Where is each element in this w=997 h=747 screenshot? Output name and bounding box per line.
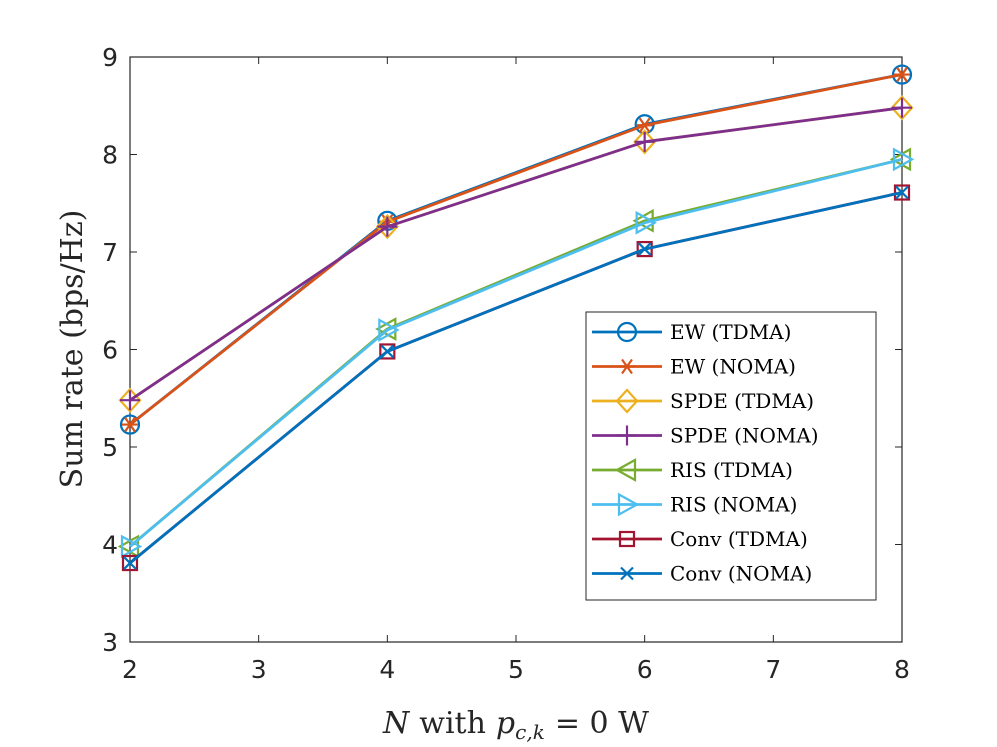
y-tick-label: 7 <box>102 238 118 267</box>
data-point-marker <box>120 534 143 559</box>
y-tick-label: 3 <box>102 628 118 657</box>
legend-swatch-marker <box>620 566 634 581</box>
data-point-marker <box>891 64 913 85</box>
data-point-marker <box>634 131 655 152</box>
data-point-marker <box>892 147 915 172</box>
legend-entry: SPDE (NOMA) <box>592 424 819 448</box>
series-group <box>117 64 915 572</box>
data-point-marker <box>380 344 395 359</box>
legend-label: RIS (NOMA) <box>670 493 797 517</box>
series-line <box>129 191 903 565</box>
legend-swatch-marker <box>618 530 636 548</box>
legend-entry: SPDE (TDMA) <box>592 388 814 414</box>
x-tick-label: 6 <box>637 655 653 684</box>
data-point-marker <box>894 66 910 83</box>
data-point-marker <box>119 414 141 435</box>
data-point-marker <box>121 554 139 572</box>
y-axis-label: Sum rate (bps/Hz) <box>55 210 90 489</box>
data-point-marker <box>633 129 657 155</box>
legend-swatch-marker <box>614 458 637 482</box>
legend-entry: RIS (NOMA) <box>592 493 797 517</box>
legend-swatch-marker <box>616 321 638 343</box>
data-point-marker <box>377 216 398 237</box>
x-tick-label: 8 <box>894 655 910 684</box>
legend: EW (TDMA) EW (NOMA) SPDE (TDMA) SPDE (NOMA)… <box>585 311 877 601</box>
data-point-marker <box>890 95 914 121</box>
data-point-marker <box>375 214 399 240</box>
data-point-marker <box>636 117 653 133</box>
x-tick-label: 3 <box>251 655 267 684</box>
series-4 <box>120 97 912 411</box>
data-point-marker <box>637 242 652 256</box>
legend-label: RIS (TDMA) <box>670 458 793 482</box>
x-tick-label: 7 <box>765 655 781 684</box>
data-point-marker <box>379 343 396 360</box>
y-tick-label: 9 <box>102 43 118 72</box>
data-point-marker <box>895 185 909 200</box>
y-tick-label: 4 <box>102 531 118 560</box>
legend-swatch-marker <box>617 492 640 517</box>
y-tick-label: 5 <box>102 433 118 462</box>
series-line <box>129 158 903 548</box>
series-6 <box>120 147 915 559</box>
x-tick-label: 4 <box>379 655 395 684</box>
data-point-marker <box>123 556 137 570</box>
data-point-marker <box>120 390 140 411</box>
legend-label: Conv (NOMA) <box>670 562 812 586</box>
legend-swatch-marker <box>615 388 639 414</box>
y-axis-ticks: 3 4 5 6 7 8 9 <box>102 43 902 657</box>
legend-label: EW (NOMA) <box>670 355 796 379</box>
y-tick-label: 6 <box>102 336 118 365</box>
data-point-marker <box>378 318 400 342</box>
series-line <box>129 106 903 402</box>
x-tick-label: 2 <box>122 655 138 684</box>
legend-label: Conv (TDMA) <box>670 527 808 551</box>
legend-label: EW (TDMA) <box>670 320 791 344</box>
x-tick-label: 5 <box>508 655 524 684</box>
legend-label: SPDE (TDMA) <box>670 389 814 413</box>
y-tick-label: 8 <box>102 141 118 170</box>
legend-box <box>585 311 877 601</box>
legend-entry: RIS (TDMA) <box>592 458 793 482</box>
data-point-marker <box>892 97 912 118</box>
legend-entry: EW (NOMA) <box>592 355 796 379</box>
data-point-marker <box>893 184 911 201</box>
legend-entry: Conv (TDMA) <box>592 527 808 551</box>
series-8 <box>123 185 909 570</box>
data-point-marker <box>122 416 138 433</box>
data-point-marker <box>635 210 657 235</box>
legend-swatch-marker <box>619 358 635 375</box>
legend-entry: EW (TDMA) <box>592 320 791 344</box>
x-axis-ticks: 2 3 4 5 6 7 8 <box>122 57 910 684</box>
data-point-marker <box>636 240 653 258</box>
legend-entry: Conv (NOMA) <box>592 562 812 586</box>
legend-label: SPDE (NOMA) <box>670 424 819 448</box>
legend-swatch-marker <box>617 425 637 446</box>
series-line <box>129 73 903 426</box>
